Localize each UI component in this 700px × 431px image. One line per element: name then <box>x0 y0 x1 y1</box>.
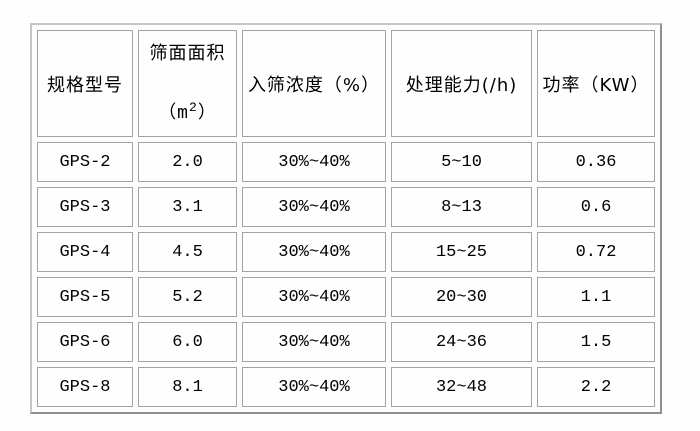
cell-concentration: 30%~40% <box>242 277 386 317</box>
table-row: GPS-8 8.1 30%~40% 32~48 2.2 <box>37 367 655 407</box>
header-area-line1: 筛面面积 <box>149 43 226 64</box>
cell-concentration: 30%~40% <box>242 142 386 182</box>
cell-power: 0.36 <box>537 142 655 182</box>
table-row: GPS-2 2.0 30%~40% 5~10 0.36 <box>37 142 655 182</box>
cell-power: 1.1 <box>537 277 655 317</box>
cell-concentration: 30%~40% <box>242 367 386 407</box>
cell-area: 5.2 <box>138 277 237 317</box>
table-row: GPS-5 5.2 30%~40% 20~30 1.1 <box>37 277 655 317</box>
table-row: GPS-4 4.5 30%~40% 15~25 0.72 <box>37 232 655 272</box>
cell-power: 0.6 <box>537 187 655 227</box>
header-cell-power: 功率（KW） <box>537 30 655 137</box>
cell-model: GPS-5 <box>37 277 133 317</box>
header-cell-capacity: 处理能力(/h) <box>391 30 532 137</box>
cell-capacity: 24~36 <box>391 322 532 362</box>
cell-model: GPS-2 <box>37 142 133 182</box>
table-row: GPS-6 6.0 30%~40% 24~36 1.5 <box>37 322 655 362</box>
cell-concentration: 30%~40% <box>242 187 386 227</box>
cell-power: 1.5 <box>537 322 655 362</box>
cell-area: 6.0 <box>138 322 237 362</box>
cell-model: GPS-6 <box>37 322 133 362</box>
cell-power: 0.72 <box>537 232 655 272</box>
table-row: GPS-3 3.1 30%~40% 8~13 0.6 <box>37 187 655 227</box>
cell-model: GPS-4 <box>37 232 133 272</box>
spec-table: 规格型号 筛面面积 （m2） 入筛浓度（%） 处理能力(/h) 功率（KW） <box>30 23 662 414</box>
cell-concentration: 30%~40% <box>242 322 386 362</box>
cell-concentration: 30%~40% <box>242 232 386 272</box>
cell-area: 4.5 <box>138 232 237 272</box>
cell-area: 8.1 <box>138 367 237 407</box>
header-cell-concentration: 入筛浓度（%） <box>242 30 386 137</box>
header-row: 规格型号 筛面面积 （m2） 入筛浓度（%） 处理能力(/h) 功率（KW） <box>37 30 655 137</box>
cell-capacity: 15~25 <box>391 232 532 272</box>
header-area-stack: 筛面面积 （m2） <box>139 31 236 136</box>
cell-power: 2.2 <box>537 367 655 407</box>
cell-capacity: 32~48 <box>391 367 532 407</box>
spec-table-grid: 规格型号 筛面面积 （m2） 入筛浓度（%） 处理能力(/h) 功率（KW） <box>32 25 660 412</box>
cell-model: GPS-8 <box>37 367 133 407</box>
header-power-label: 功率（KW） <box>542 74 650 96</box>
header-model-label: 规格型号 <box>47 74 123 96</box>
header-area-superscript: 2 <box>189 100 198 115</box>
header-concentration-label: 入筛浓度（%） <box>247 74 381 96</box>
header-cell-area: 筛面面积 （m2） <box>138 30 237 137</box>
cell-model: GPS-3 <box>37 187 133 227</box>
cell-capacity: 8~13 <box>391 187 532 227</box>
cell-capacity: 20~30 <box>391 277 532 317</box>
cell-capacity: 5~10 <box>391 142 532 182</box>
header-capacity-label: 处理能力(/h) <box>405 74 518 96</box>
header-area-line2: （m2） <box>158 100 217 124</box>
cell-area: 3.1 <box>138 187 237 227</box>
cell-area: 2.0 <box>138 142 237 182</box>
header-cell-model: 规格型号 <box>37 30 133 137</box>
